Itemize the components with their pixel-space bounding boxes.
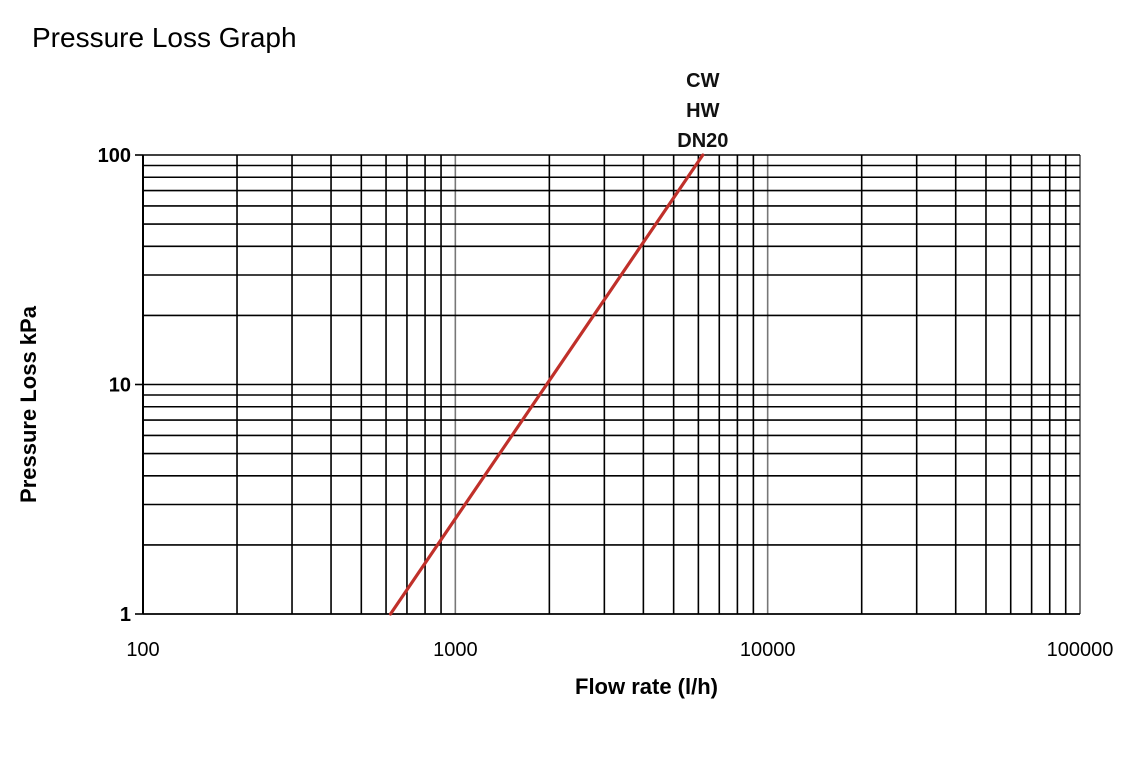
axes <box>135 154 1080 615</box>
x-tick-label: 100 <box>126 639 159 661</box>
x-tick-label: 1000 <box>433 639 478 661</box>
y-tick-label: 10 <box>109 375 131 397</box>
y-axis-label: Pressure Loss kPa <box>16 305 41 503</box>
series-label: DN20 <box>677 130 728 152</box>
x-tick-label: 100000 <box>1047 639 1114 661</box>
page-title: Pressure Loss Graph <box>32 22 297 53</box>
series-label: CW <box>686 70 719 92</box>
grid <box>142 154 1081 615</box>
series-label: HW <box>686 100 719 122</box>
series-line-dn20 <box>388 153 705 616</box>
y-tick-label: 1 <box>120 604 131 626</box>
x-tick-label: 10000 <box>740 639 796 661</box>
labels-group: 1 10 100 100 1000 10000 100000 Flow rate (l/h) P… <box>16 70 1113 699</box>
x-axis-label: Flow rate (l/h) <box>575 674 718 699</box>
series-group <box>388 153 705 616</box>
y-tick-label: 100 <box>98 145 131 167</box>
